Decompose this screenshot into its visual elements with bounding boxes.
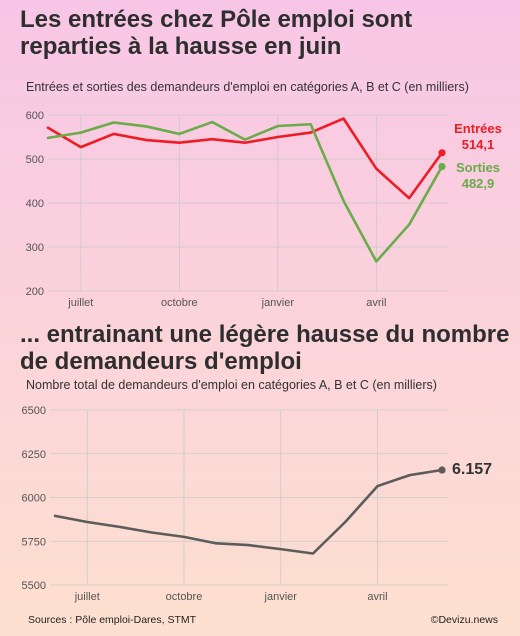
chart1-end-point-1 <box>438 162 446 171</box>
chart1-series-line-1 <box>46 120 444 263</box>
chart1-series-name-0: Entrées <box>454 121 502 136</box>
chart1-svg: juillet octobre janvier avril 200 300 400 500 60… <box>26 110 502 309</box>
chart1-y-tick-label: 400 <box>26 198 44 210</box>
chart2-y-tick-label: 5750 <box>22 536 46 548</box>
chart1-y-tick-label: 300 <box>26 242 44 254</box>
chart2-x-tick-label: octobre <box>166 591 203 603</box>
chart1-x-tick-label: janvier <box>261 297 295 309</box>
chart2-x-tick-label: juillet <box>74 591 100 603</box>
chart1-subtitle: Entrées et sorties des demandeurs d'empl… <box>26 80 469 94</box>
brand-text: ©Devizu.news <box>430 614 498 626</box>
chart2-x-tick-label: janvier <box>264 591 298 603</box>
chart2-y-tick-label: 6000 <box>22 493 46 505</box>
chart1-end-value-0: 514,1 <box>462 137 495 152</box>
chart2-end-value-0: 6.157 <box>452 461 492 478</box>
chart1-end-point-0 <box>438 149 446 157</box>
chart2-end-point-0 <box>438 466 446 474</box>
chart2-y-tick-label: 5500 <box>22 580 46 592</box>
chart2-series-line-0 <box>53 468 444 555</box>
chart2-title: ... entrainant une légère hausse du nomb… <box>20 321 510 375</box>
chart1-y-tick-label: 200 <box>26 286 44 298</box>
sources-text: Sources : Pôle emploi-Dares, STMT <box>28 614 197 626</box>
chart2-subtitle: Nombre total de demandeurs d'emploi en c… <box>26 378 437 392</box>
chart2-y-tick-label: 6250 <box>22 449 46 461</box>
chart2-y-tick-label: 6500 <box>22 405 46 417</box>
chart1-y-tick-label: 600 <box>26 110 44 122</box>
chart1-x-tick-label: avril <box>366 297 386 309</box>
chart1-title: Les entrées chez Pôle emploi sont repart… <box>20 6 413 60</box>
chart1-y-tick-label: 500 <box>26 154 44 166</box>
chart1-end-value-1: 482,9 <box>462 176 495 191</box>
chart1-x-tick-label: juillet <box>67 297 93 309</box>
chart1-x-tick-label: octobre <box>161 297 198 309</box>
chart2-x-tick-label: avril <box>367 591 387 603</box>
chart1-series-name-1: Sorties <box>456 160 500 175</box>
chart1-series-line-0 <box>46 117 444 200</box>
